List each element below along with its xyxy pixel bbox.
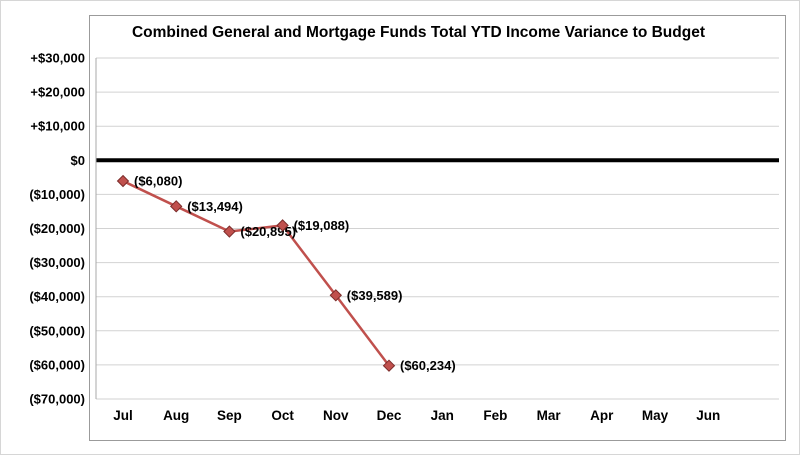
x-axis-month-label: Feb	[483, 408, 507, 423]
y-axis-tick-label: ($50,000)	[29, 323, 85, 338]
y-axis-tick-label: ($40,000)	[29, 289, 85, 304]
x-axis-month-label: Jul	[113, 408, 133, 423]
x-axis-month-label: Mar	[537, 408, 562, 423]
y-axis-tick-label: +$30,000	[30, 51, 85, 66]
data-point-marker	[116, 174, 130, 188]
data-point-marker	[169, 200, 183, 213]
data-point-label: ($39,589)	[347, 288, 403, 303]
x-axis-month-label: Apr	[590, 408, 614, 423]
y-axis-tick-label: ($10,000)	[29, 187, 85, 202]
data-point-marker	[329, 289, 343, 302]
x-axis-month-label: May	[642, 408, 669, 423]
x-axis-month-label: Dec	[377, 408, 402, 423]
x-axis-month-label: Nov	[323, 408, 349, 423]
y-axis-tick-label: ($70,000)	[29, 392, 85, 407]
y-axis-tick-label: $0	[71, 153, 85, 168]
y-axis-tick-label: +$10,000	[30, 119, 85, 134]
data-point-marker	[382, 359, 396, 372]
y-axis-tick-label: ($60,000)	[29, 357, 85, 372]
chart-title: Combined General and Mortgage Funds Tota…	[131, 24, 705, 41]
x-axis-month-label: Jun	[696, 408, 720, 423]
y-axis-tick-label: ($20,000)	[29, 221, 85, 236]
x-axis-month-label: Jan	[431, 408, 454, 423]
data-point-marker	[276, 219, 289, 232]
x-axis-month-label: Sep	[217, 408, 242, 423]
y-axis-tick-label: +$20,000	[30, 85, 85, 100]
x-axis-month-label: Aug	[163, 408, 189, 423]
data-point-marker	[223, 225, 236, 238]
x-axis-month-label: Oct	[271, 408, 294, 423]
data-point-label: ($6,080)	[134, 174, 182, 189]
y-axis-tick-label: ($30,000)	[29, 255, 85, 270]
data-point-label: ($13,494)	[187, 199, 243, 214]
data-point-label: ($60,234)	[400, 358, 456, 373]
data-point-label: ($19,088)	[294, 218, 350, 233]
series-line	[122, 179, 390, 367]
